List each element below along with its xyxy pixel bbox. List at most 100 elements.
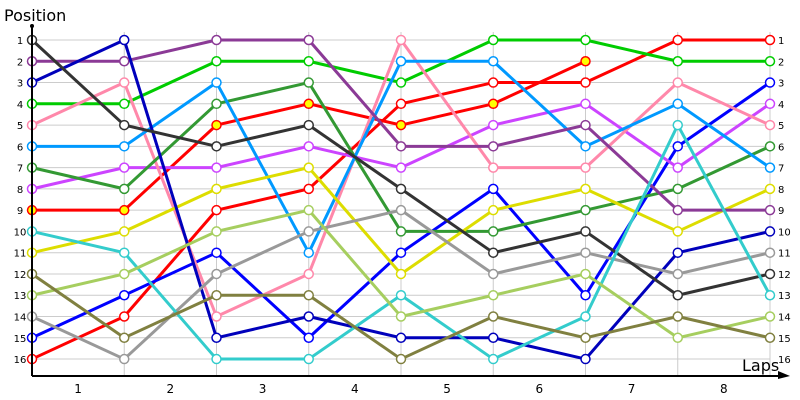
y-tick-label-left: 16: [14, 355, 27, 366]
series-12-point: [580, 247, 591, 258]
series-6-point: [211, 311, 222, 322]
series-5-point: [580, 98, 591, 110]
series-16-point: [395, 353, 407, 365]
series-2-point: [395, 119, 407, 131]
series-5-point: [488, 119, 499, 131]
series-13-point: [395, 183, 407, 195]
series-10-point: [488, 141, 499, 152]
series-2-point: [211, 119, 222, 131]
series-2-point: [303, 98, 314, 110]
y-tick-label-right: 7: [778, 164, 784, 175]
series-3-point: [395, 77, 407, 88]
y-tick-label-left: 5: [17, 121, 23, 132]
series-4-point: [764, 77, 776, 88]
series-15-point: [672, 332, 683, 344]
series-4-point: [211, 247, 222, 258]
series-12-point: [303, 226, 314, 237]
y-tick-label-right: 1: [778, 36, 784, 47]
y-tick-label-left: 1: [17, 36, 23, 47]
series-14-point: [764, 289, 776, 301]
series-5-point: [119, 162, 130, 173]
series-7-point: [303, 77, 314, 88]
series-1-point: [303, 183, 314, 195]
series-13-point: [580, 226, 591, 237]
series-12-point: [764, 247, 776, 258]
series-7-point: [119, 183, 130, 195]
series-6-point: [488, 162, 499, 173]
series-11-point: [119, 34, 130, 46]
series-3-point: [303, 56, 314, 67]
series-16-point: [119, 332, 130, 344]
series-13-point: [211, 141, 222, 152]
x-tick-label: 2: [167, 382, 175, 396]
series-7-point: [488, 226, 499, 237]
series-9-point: [395, 268, 407, 280]
y-tick-label-right: 10: [778, 227, 791, 238]
series-7-point: [211, 98, 222, 110]
series-10-point: [580, 119, 591, 131]
y-tick-label-right: 13: [778, 291, 791, 302]
y-tick-label-right: 6: [778, 142, 784, 153]
axes: Position Laps: [4, 6, 790, 379]
series-1-point: [488, 77, 499, 88]
series-8-point: [488, 56, 499, 67]
y-tick-label-left: 8: [17, 185, 23, 196]
series-9-point: [672, 226, 683, 237]
series-9-point: [119, 226, 130, 237]
series-14-point: [488, 353, 499, 365]
series-10-point: [119, 56, 130, 67]
series-15-point: [488, 289, 499, 301]
x-tick-label: 1: [74, 382, 82, 396]
y-axis-title: Position: [4, 6, 66, 25]
series-9-point: [303, 162, 314, 173]
series-4-point: [303, 332, 314, 344]
series-15-point: [764, 311, 776, 322]
y-tick-label-right: 16: [778, 355, 791, 366]
series-10-point: [303, 34, 314, 46]
series-16-point: [672, 311, 683, 322]
x-axis-title: Laps: [742, 356, 779, 375]
series-13-point: [303, 119, 314, 131]
series-3-point: [488, 34, 499, 46]
series-11-point: [488, 332, 499, 344]
series-7-point: [395, 226, 407, 237]
series-1-point: [119, 311, 130, 322]
series-16-point: [764, 332, 776, 344]
series-14-point: [211, 353, 222, 365]
series-6-point: [395, 34, 407, 46]
series-13-point: [119, 119, 130, 131]
series-10-point: [672, 204, 683, 216]
y-axis-end-dot: [30, 24, 34, 28]
y-tick-label-right: 5: [778, 121, 784, 132]
series-4-point: [488, 183, 499, 195]
series-5-point: [303, 141, 314, 152]
y-tick-label-left: 10: [14, 227, 27, 238]
y-tick-label-left: 3: [17, 79, 23, 90]
series-6-point: [119, 77, 130, 88]
y-tick-label-left: 13: [14, 291, 27, 302]
series-11-point: [211, 332, 222, 344]
series-14-point: [580, 311, 591, 322]
series-8-point: [395, 56, 407, 67]
series-6-point: [672, 77, 683, 88]
series-8-point: [303, 247, 314, 258]
series-7-point: [672, 183, 683, 195]
series-12-point: [672, 268, 683, 280]
series-4-point: [672, 141, 683, 152]
y-tick-label-left: 4: [17, 100, 23, 111]
series-16-point: [488, 311, 499, 322]
series-5-point: [672, 162, 683, 173]
series-11-point: [672, 247, 683, 258]
y-tick-label-right: 9: [778, 206, 784, 217]
y-tick-label-right: 12: [778, 270, 791, 281]
series-7-point: [580, 204, 591, 216]
series-10-point: [211, 34, 222, 46]
series-15-point: [303, 204, 314, 216]
series-4-point: [395, 247, 407, 258]
y-tick-label-right: 2: [778, 57, 784, 68]
series-1-point: [672, 34, 683, 46]
series-12-point: [395, 204, 407, 216]
y-tick-label-left: 15: [14, 334, 27, 345]
series-16-point: [580, 332, 591, 344]
y-tick-label-left: 12: [14, 270, 27, 281]
